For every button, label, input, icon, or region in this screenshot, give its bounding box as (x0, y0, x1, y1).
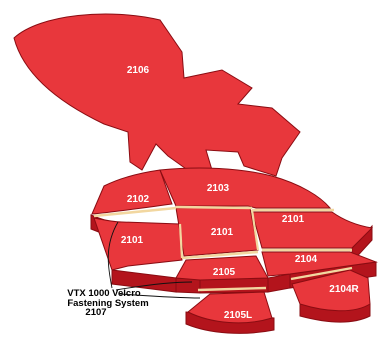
top-panel-2106: 2106 (13, 13, 301, 177)
caption-line-2: Fastening System (67, 298, 148, 309)
piece-2102: 2102 (91, 169, 173, 215)
piece-2101-left: 2101 (93, 217, 183, 271)
piece-2104R: 2104R (291, 269, 371, 312)
piece-2105: 2105 (175, 255, 269, 281)
piece-2101-right: 2101 (251, 211, 374, 249)
caption-line-3: 2107 (85, 307, 106, 318)
label-2106: 2106 (127, 65, 150, 76)
caption-line-1: VTX 1000 Velcro (67, 288, 141, 299)
label-2104: 2104 (295, 254, 318, 265)
piece-2104: 2104 (261, 251, 378, 277)
label-2105: 2105 (213, 267, 236, 278)
label-2104R: 2104R (329, 284, 359, 295)
piece-2101-center: 2101 (175, 207, 259, 257)
fastening-caption: VTX 1000 Velcro Fastening System 2107 (67, 288, 148, 318)
velcro-strips (93, 205, 353, 292)
label-2101-right: 2101 (282, 214, 305, 225)
piece-2103: 2103 (159, 167, 332, 209)
label-2102: 2102 (127, 194, 150, 205)
assembly-pieces: 2102 2103 2101 2101 2101 2105 21 (91, 167, 378, 324)
label-2101-center: 2101 (211, 227, 234, 238)
leader-lines (107, 221, 201, 299)
label-2103: 2103 (207, 183, 230, 194)
label-2101-left: 2101 (121, 235, 144, 246)
label-2105L: 2105L (224, 310, 252, 321)
piece-2105L: 2105L (187, 291, 273, 324)
